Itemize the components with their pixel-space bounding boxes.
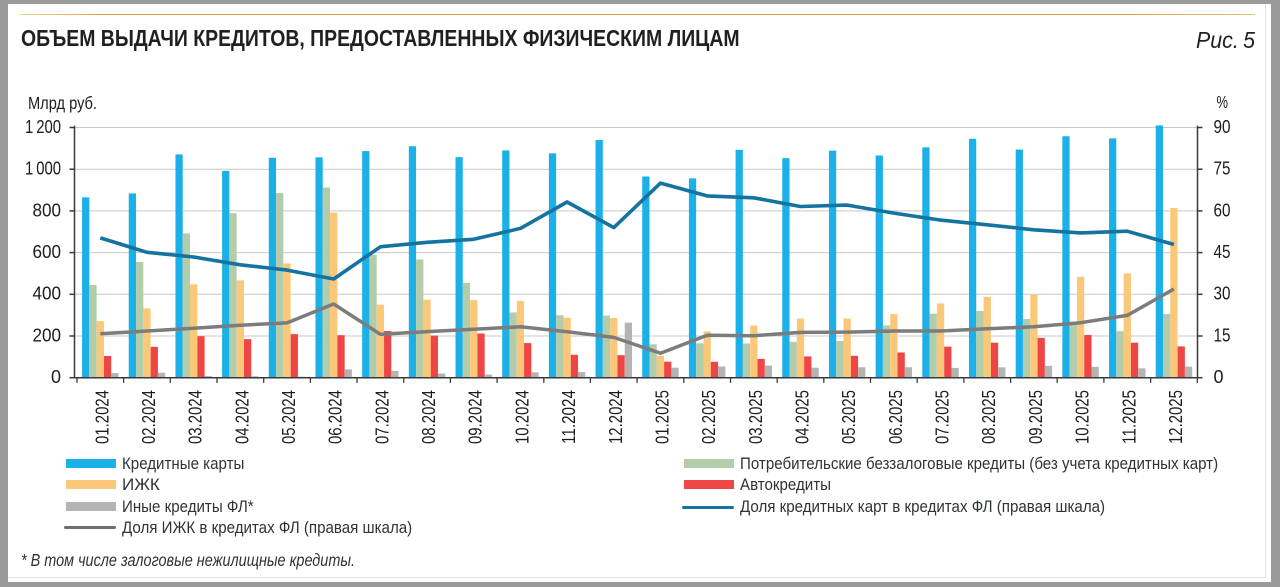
svg-text:09.2024: 09.2024 — [466, 390, 486, 444]
svg-text:0: 0 — [51, 367, 61, 387]
svg-text:04.2025: 04.2025 — [793, 390, 813, 444]
svg-text:01.2025: 01.2025 — [653, 390, 673, 444]
svg-text:1 000: 1 000 — [25, 159, 61, 179]
svg-text:03.2024: 03.2024 — [186, 390, 206, 444]
svg-text:07.2025: 07.2025 — [933, 390, 953, 444]
svg-text:Млрд руб.: Млрд руб. — [28, 93, 97, 113]
svg-text:05.2025: 05.2025 — [839, 390, 859, 444]
svg-text:08.2025: 08.2025 — [979, 390, 999, 444]
svg-text:200: 200 — [33, 325, 62, 345]
svg-text:75: 75 — [1214, 159, 1231, 179]
svg-text:11.2025: 11.2025 — [1119, 390, 1139, 444]
svg-text:15: 15 — [1214, 325, 1231, 345]
svg-text:02.2025: 02.2025 — [699, 390, 719, 444]
svg-text:1 200: 1 200 — [25, 117, 61, 137]
svg-text:60: 60 — [1214, 200, 1231, 220]
svg-text:90: 90 — [1214, 117, 1231, 137]
svg-text:10.2024: 10.2024 — [512, 390, 532, 444]
svg-text:0: 0 — [1214, 367, 1224, 387]
svg-text:30: 30 — [1214, 284, 1231, 304]
svg-text:45: 45 — [1214, 242, 1231, 262]
svg-text:03.2025: 03.2025 — [746, 390, 766, 444]
svg-text:06.2024: 06.2024 — [326, 390, 346, 444]
svg-text:10.2025: 10.2025 — [1073, 390, 1093, 444]
svg-text:400: 400 — [33, 284, 62, 304]
svg-text:08.2024: 08.2024 — [419, 390, 439, 444]
svg-text:01.2024: 01.2024 — [92, 390, 112, 444]
svg-text:11.2024: 11.2024 — [559, 390, 579, 444]
svg-text:04.2024: 04.2024 — [232, 390, 252, 444]
svg-text:09.2025: 09.2025 — [1026, 390, 1046, 444]
svg-text:800: 800 — [33, 200, 62, 220]
svg-text:07.2024: 07.2024 — [372, 390, 392, 444]
svg-text:12.2025: 12.2025 — [1166, 390, 1186, 444]
svg-text:600: 600 — [33, 242, 62, 262]
svg-text:05.2024: 05.2024 — [279, 390, 299, 444]
svg-text:%: % — [1217, 92, 1229, 112]
svg-text:02.2024: 02.2024 — [139, 390, 159, 444]
svg-text:06.2025: 06.2025 — [886, 390, 906, 444]
svg-text:12.2024: 12.2024 — [606, 390, 626, 444]
